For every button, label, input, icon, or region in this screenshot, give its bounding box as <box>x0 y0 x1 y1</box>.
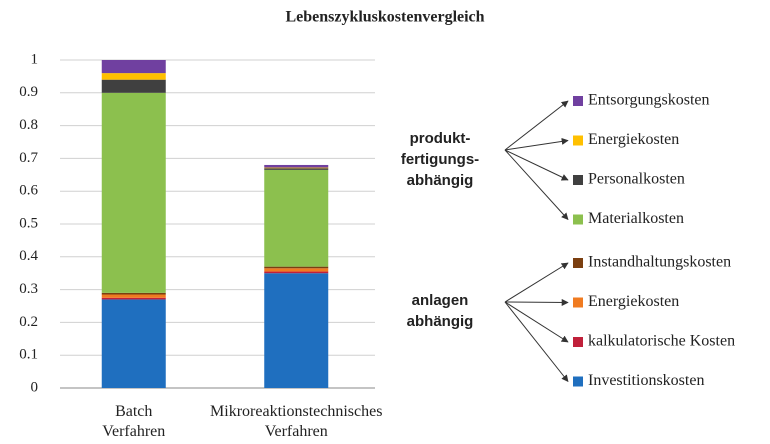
bar-segment <box>264 266 329 269</box>
legend-arrow <box>504 149 569 181</box>
y-tick-label: 0.7 <box>19 150 38 166</box>
bar-segment <box>264 273 329 388</box>
y-tick-label: 0.1 <box>19 347 38 363</box>
legend-label: Energiekosten <box>588 131 679 148</box>
bar-segment <box>101 73 166 80</box>
legend-label: kalkulatorische Kosten <box>588 333 735 350</box>
y-tick-label: 0.4 <box>19 248 38 264</box>
y-tick-label: 0.6 <box>19 183 38 199</box>
legend-swatch <box>573 258 583 268</box>
legend-label: Investitionskosten <box>588 372 704 389</box>
y-tick-label: 1 <box>31 51 39 67</box>
legend-swatch <box>573 337 583 347</box>
y-tick-label: 0.2 <box>19 314 38 330</box>
legend-label: Entsorgungskosten <box>588 92 709 109</box>
legend-swatch <box>573 376 583 387</box>
legend-label: Materialkosten <box>588 210 684 227</box>
bar-segment <box>101 79 166 93</box>
x-tick-label: Mikroreaktionstechnisches Verfahren <box>210 403 383 440</box>
legend-label: Energiekosten <box>588 293 679 310</box>
y-tick-label: 0.3 <box>19 281 38 297</box>
group-label: anlagen abhängig <box>406 292 474 330</box>
y-tick-label: 0.5 <box>19 215 38 231</box>
legend-arrow <box>504 137 569 151</box>
legend-label: Instandhaltungskosten <box>588 254 731 271</box>
bar-segment <box>264 268 329 272</box>
y-tick-label: 0.8 <box>19 117 38 133</box>
legend-swatch <box>573 297 583 308</box>
legend-arrow <box>504 100 569 151</box>
bar-segment <box>264 271 329 274</box>
bar-segment <box>264 169 329 267</box>
bar-segment <box>101 60 166 74</box>
bar-segment <box>264 168 329 170</box>
legend-swatch <box>573 175 583 185</box>
group-label: produkt-fertigungs-abhängig <box>400 130 480 189</box>
bar-segment <box>101 294 166 298</box>
x-tick-label: Batch Verfahren <box>102 403 166 440</box>
legend-arrow <box>504 301 569 343</box>
chart-title: Lebenszykluskostenvergleich <box>285 9 484 26</box>
legend-arrow <box>504 262 569 303</box>
bar-segment <box>101 297 166 300</box>
bar-segment <box>101 92 166 293</box>
legend-arrow <box>504 301 569 383</box>
legend-swatch <box>573 135 583 146</box>
bar-segment <box>264 167 329 169</box>
legend-arrow <box>504 149 569 221</box>
legend-swatch <box>573 214 583 225</box>
legend-swatch <box>573 96 583 106</box>
bar-segment <box>264 164 329 168</box>
legend-arrow <box>504 298 569 306</box>
legend-label: Personalkosten <box>588 171 685 188</box>
bar-segment <box>101 292 166 295</box>
y-tick-label: 0.9 <box>19 84 38 100</box>
bar-segment <box>101 299 166 388</box>
y-tick-label: 0 <box>31 379 39 395</box>
